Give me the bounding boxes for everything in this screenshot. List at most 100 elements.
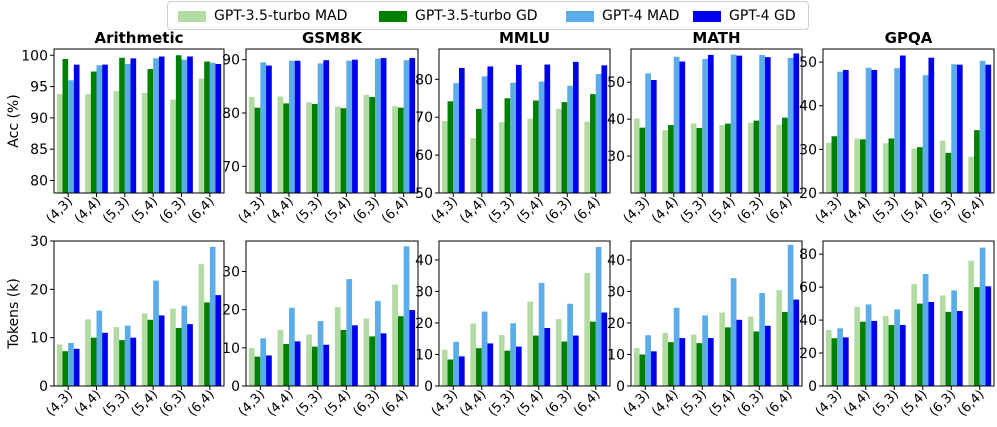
bar-gpt-3-5-turbo-mad-5-3 xyxy=(498,122,505,193)
bar-gpt-4-gd-6-4 xyxy=(793,53,800,193)
x-tick-label: (5,4) xyxy=(706,194,738,226)
bar-gpt-4-mad-4-3 xyxy=(645,335,651,386)
y-tick-label: 10 xyxy=(607,347,625,363)
panel-gpqa-acc: 20 30 40 50 (4,3)(4,4)(5,3)(5,4)(6,3)(6,4) GP… xyxy=(799,29,995,227)
x-tick-label: (5,3) xyxy=(870,387,902,419)
y-tick-label: 0 xyxy=(616,379,625,395)
bar-gpt-3-5-turbo-mad-5-4 xyxy=(141,313,148,386)
y-tick-label: 30 xyxy=(607,149,625,165)
bar-gpt-3-5-turbo-gd-4-4 xyxy=(90,71,97,193)
bar-gpt-4-gd-5-4 xyxy=(736,319,743,386)
y-tick-label: 20 xyxy=(799,346,817,362)
bar-gpt-3-5-turbo-gd-4-4 xyxy=(668,125,674,193)
bar-gpt-3-5-turbo-mad-4-3 xyxy=(633,348,640,386)
bar-gpt-4-mad-6-3 xyxy=(951,64,957,193)
bar-gpt-4-mad-4-4 xyxy=(865,67,872,193)
bar-gpt-3-5-turbo-gd-4-3 xyxy=(447,359,454,386)
bar-gpt-3-5-turbo-gd-5-3 xyxy=(504,98,511,193)
bar-gpt-4-mad-5-4 xyxy=(922,273,929,386)
bar-gpt-3-5-turbo-gd-5-4 xyxy=(917,303,923,386)
y-tick-label: 85 xyxy=(30,142,48,158)
x-tick-label: (5,3) xyxy=(486,387,518,419)
bar-gpt-3-5-turbo-mad-6-3 xyxy=(170,308,176,386)
bar-gpt-4-gd-5-3 xyxy=(899,325,906,386)
bar-gpt-4-gd-4-4 xyxy=(294,341,301,386)
bar-gpt-3-5-turbo-mad-6-4 xyxy=(584,121,591,193)
bar-gpt-3-5-turbo-gd-6-3 xyxy=(369,97,375,193)
panel-title: Arithmetic xyxy=(94,29,183,47)
y-tick-label: 30 xyxy=(415,284,433,300)
bar-gpt-3-5-turbo-mad-5-3 xyxy=(306,334,312,386)
bar-gpt-3-5-turbo-mad-4-4 xyxy=(470,138,477,193)
x-tick-label: (6,3) xyxy=(735,387,767,419)
legend-item-gpt4-mad: GPT-4 MAD xyxy=(566,7,679,25)
bar-gpt-3-5-turbo-mad-6-3 xyxy=(939,295,946,386)
bar-gpt-3-5-turbo-gd-4-3 xyxy=(831,136,838,193)
bar-gpt-3-5-turbo-gd-5-4 xyxy=(533,100,539,193)
bar-gpt-4-gd-5-3 xyxy=(515,64,522,193)
bar-gpt-4-gd-5-4 xyxy=(352,325,358,386)
bar-gpt-4-gd-5-4 xyxy=(544,328,551,386)
bar-gpt-4-gd-4-4 xyxy=(871,69,878,193)
bar-gpt-3-5-turbo-gd-5-4 xyxy=(725,327,731,386)
bar-gpt-3-5-turbo-gd-4-4 xyxy=(476,108,482,193)
x-tick-label: (4,3) xyxy=(236,387,268,419)
bar-gpt-3-5-turbo-gd-6-4 xyxy=(974,130,980,193)
bar-gpt-4-mad-4-4 xyxy=(481,311,488,386)
panel-math-acc: 30 40 50 (4,3)(4,4)(5,3)(5,4)(6,3)(6,4) MATH xyxy=(607,29,803,227)
bar-gpt-4-mad-4-3 xyxy=(837,71,843,193)
bar-gpt-3-5-turbo-mad-5-4 xyxy=(719,125,726,193)
bar-gpt-3-5-turbo-gd-6-4 xyxy=(782,117,788,193)
bar-gpt-3-5-turbo-gd-6-4 xyxy=(397,316,404,386)
x-tick-label: (4,4) xyxy=(841,194,873,226)
bar-gpt-4-mad-4-3 xyxy=(453,341,459,386)
bar-gpt-4-mad-5-3 xyxy=(510,323,516,386)
x-tick-label: (5,3) xyxy=(870,194,902,226)
bar-gpt-3-5-turbo-mad-6-4 xyxy=(392,284,398,386)
bar-gpt-4-mad-5-4 xyxy=(538,282,545,386)
bar-gpt-4-mad-5-4 xyxy=(538,81,545,193)
x-tick-label: (6,4) xyxy=(955,387,987,419)
bar-gpt-3-5-turbo-gd-5-4 xyxy=(340,329,347,386)
bar-gpt-4-gd-6-4 xyxy=(985,286,992,386)
bar-gpt-4-mad-4-4 xyxy=(673,307,680,386)
bar-gpt-4-gd-6-3 xyxy=(572,61,579,193)
bar-gpt-3-5-turbo-gd-6-3 xyxy=(753,120,760,193)
bar-gpt-3-5-turbo-mad-4-4 xyxy=(854,138,861,193)
y-tick-label: 40 xyxy=(607,253,625,269)
y-tick-label: 30 xyxy=(799,142,817,158)
legend-item-gpt4-gd: GPT-4 GD xyxy=(693,7,796,25)
bar-gpt-4-mad-4-4 xyxy=(96,310,103,386)
x-tick-label: (4,4) xyxy=(457,194,489,226)
bar-gpt-4-mad-6-3 xyxy=(759,293,765,386)
bar-gpt-3-5-turbo-mad-5-4 xyxy=(527,301,534,386)
bar-gpt-3-5-turbo-gd-5-4 xyxy=(340,108,347,193)
y-tick-label: 80 xyxy=(30,173,48,189)
x-tick-label: (4,4) xyxy=(264,194,296,226)
x-tick-label: (5,3) xyxy=(678,387,710,419)
bar-gpt-3-5-turbo-gd-5-3 xyxy=(888,138,895,193)
y-tick-label: 30 xyxy=(607,284,625,300)
bar-gpt-3-5-turbo-mad-4-4 xyxy=(85,94,91,193)
bar-gpt-4-mad-5-3 xyxy=(894,68,900,193)
bar-gpt-3-5-turbo-gd-4-4 xyxy=(283,103,289,193)
panel-arithmetic-acc: 80 85 90 95 100 (4,3)(4,4)(5,3)(5,4)(6,3)(6,4… xyxy=(21,29,225,227)
bar-gpt-4-mad-4-3 xyxy=(260,62,267,194)
bar-gpt-4-mad-6-3 xyxy=(375,58,381,193)
bar-gpt-3-5-turbo-gd-4-4 xyxy=(860,321,866,386)
bar-gpt-4-mad-4-4 xyxy=(865,304,872,386)
plot-frame xyxy=(630,240,803,387)
bar-gpt-3-5-turbo-gd-5-4 xyxy=(917,147,923,193)
y-tick-label: 0 xyxy=(231,379,240,395)
bar-gpt-3-5-turbo-gd-4-4 xyxy=(476,348,482,386)
plot-frame xyxy=(245,240,419,387)
y-tick-label: 90 xyxy=(222,53,240,69)
bar-gpt-3-5-turbo-mad-6-3 xyxy=(363,94,370,193)
bar-gpt-3-5-turbo-mad-5-3 xyxy=(882,315,889,386)
bar-gpt-3-5-turbo-mad-4-3 xyxy=(248,97,255,193)
x-tick-label: (4,4) xyxy=(841,387,873,419)
bar-gpt-4-mad-6-3 xyxy=(567,303,573,386)
legend-label-gpt4-gd: GPT-4 GD xyxy=(729,8,796,24)
bar-gpt-4-mad-6-4 xyxy=(595,246,602,386)
x-tick-label: (6,3) xyxy=(350,387,382,419)
